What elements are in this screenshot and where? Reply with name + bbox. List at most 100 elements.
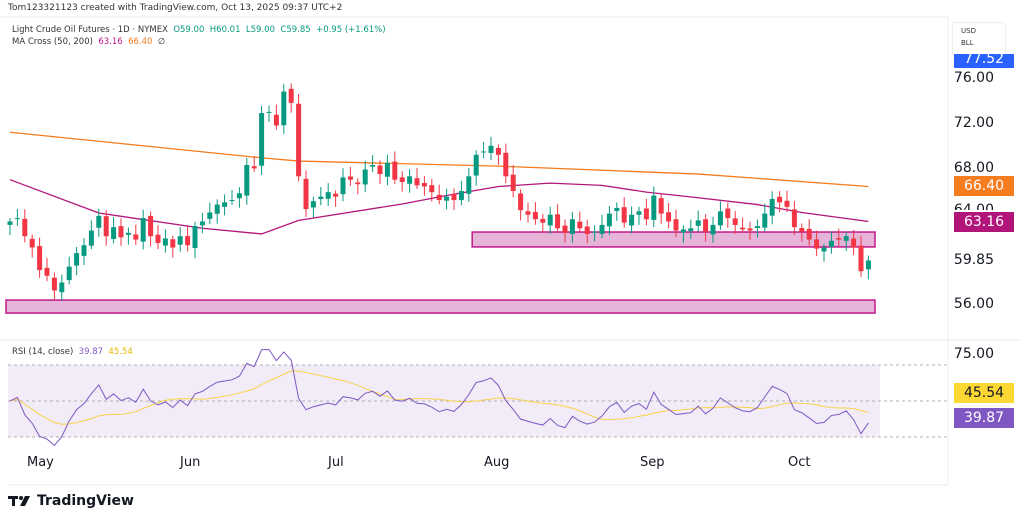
candle-body <box>643 208 649 220</box>
symbol-name[interactable]: Light Crude Oil Futures · 1D · NYMEX <box>12 25 168 35</box>
candle-body <box>569 219 575 234</box>
candle-body <box>103 216 109 237</box>
candle-body <box>51 277 57 291</box>
candle-body <box>162 238 168 246</box>
month-label-may: May <box>27 455 54 470</box>
candle-body <box>747 228 753 231</box>
high-value: H60.01 <box>209 25 241 35</box>
candle-body <box>185 236 191 246</box>
price-tick: 64.00 <box>953 202 994 210</box>
candle-body <box>421 183 427 187</box>
candle-body <box>236 193 242 199</box>
rsi-tick: 75.00 <box>953 346 994 362</box>
candle-body <box>37 246 43 271</box>
candle-body <box>703 219 709 232</box>
candle-body <box>725 208 731 219</box>
candle-body <box>821 247 827 252</box>
candle-body <box>266 111 272 113</box>
candle-body <box>562 225 568 233</box>
candle-body <box>66 266 72 281</box>
candle-body <box>118 226 124 238</box>
candle-body <box>96 215 102 228</box>
candle-body <box>651 195 657 220</box>
tradingview-logo[interactable]: TradingView <box>8 493 134 509</box>
candle-body <box>207 212 213 219</box>
candle-body <box>791 209 797 228</box>
candle-body <box>273 114 279 126</box>
unit-selector[interactable]: USD BLL <box>952 22 1006 56</box>
candle-body <box>540 218 546 223</box>
candle-body <box>695 220 701 226</box>
high-price-tag: 77.52 <box>954 54 1014 68</box>
rsi-line <box>9 349 869 447</box>
candle-body <box>214 204 220 214</box>
candle-body <box>199 221 205 226</box>
price-tick: 68.00 <box>953 160 994 176</box>
candle-body <box>310 201 316 208</box>
candle-body <box>29 238 35 248</box>
currency-label: USD <box>961 27 976 35</box>
candle-body <box>636 211 642 215</box>
candle-body <box>192 226 198 249</box>
month-label-oct: Oct <box>788 455 811 470</box>
low-value: L59.00 <box>245 25 275 35</box>
candle-body <box>251 166 257 169</box>
ma-label[interactable]: MA Cross (50, 200) <box>12 37 93 47</box>
change-value: +0.95 (+1.61%) <box>316 25 386 35</box>
candle-body <box>865 260 871 270</box>
candle-body <box>44 267 50 276</box>
candle-body <box>673 219 679 231</box>
ma200-tag: 66.40 <box>954 176 1014 196</box>
candle-body <box>333 193 339 197</box>
candle-body <box>125 232 131 235</box>
hidden-values-icon[interactable]: ∅ <box>157 37 166 47</box>
candle-body <box>111 227 117 239</box>
candle-body <box>806 228 812 240</box>
ma50-tag: 63.16 <box>954 212 1014 232</box>
candle-body <box>399 177 405 182</box>
candle-body <box>510 174 516 191</box>
symbol-legend: Light Crude Oil Futures · 1D · NYMEX O59… <box>12 25 386 35</box>
rsi-ma-value: 45.54 <box>108 347 133 357</box>
candle-body <box>762 213 768 228</box>
candle-body <box>488 145 494 153</box>
candle-body <box>584 226 590 234</box>
candle-body <box>547 214 553 226</box>
candle-body <box>222 202 228 207</box>
candle-body <box>843 236 849 241</box>
ma200-line <box>9 131 869 188</box>
rsi-label[interactable]: RSI (14, close) <box>12 347 74 357</box>
ma200-value: 66.40 <box>128 37 153 47</box>
candle-body <box>414 178 420 186</box>
rsi-ma-line <box>9 370 869 425</box>
support-zone <box>5 299 876 314</box>
candle-body <box>244 165 250 196</box>
candle-body <box>318 196 324 200</box>
candle-body <box>429 185 435 193</box>
candle-body <box>814 239 820 249</box>
month-label-jun: Jun <box>180 455 201 470</box>
candle-body <box>22 218 28 237</box>
candle-body <box>858 245 864 272</box>
price-tick: 76.00 <box>953 70 994 86</box>
candle-body <box>495 148 501 155</box>
candle-body <box>155 234 161 243</box>
candle-body <box>614 207 620 211</box>
candle-body <box>384 162 390 177</box>
candle-body <box>347 176 353 180</box>
candle-body <box>229 200 235 202</box>
candle-body <box>555 214 561 229</box>
candle-body <box>666 212 672 222</box>
close-value: C59.85 <box>280 25 311 35</box>
candle-body <box>451 193 457 201</box>
candle-body <box>458 191 464 201</box>
candle-body <box>466 176 472 194</box>
candle-body <box>355 182 361 185</box>
candle-body <box>325 192 331 199</box>
candle-body <box>340 177 346 195</box>
candle-body <box>851 238 857 248</box>
candle-body <box>362 169 368 185</box>
candle-body <box>710 224 716 235</box>
candle-body <box>525 211 531 215</box>
